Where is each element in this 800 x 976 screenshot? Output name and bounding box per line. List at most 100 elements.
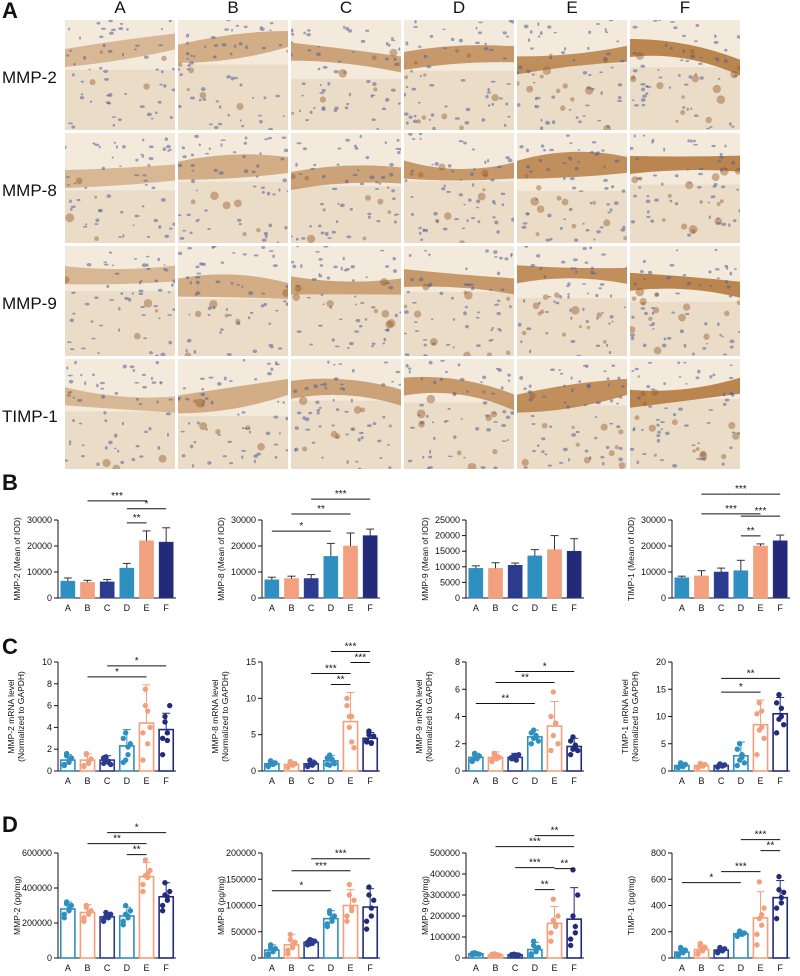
data-point	[326, 910, 333, 917]
y-tick-label: 600000	[22, 848, 52, 858]
bar	[158, 728, 175, 772]
bar	[527, 555, 543, 599]
data-point	[159, 751, 166, 758]
data-point	[736, 741, 743, 747]
data-point	[736, 757, 743, 763]
y-tick-label: 0	[661, 766, 666, 776]
x-tick-label: F	[367, 603, 373, 613]
x-tick-label: B	[84, 963, 90, 973]
micrograph-tile	[404, 359, 514, 469]
data-point	[164, 894, 171, 900]
x-tick-label: B	[492, 963, 498, 973]
x-tick-label: E	[757, 603, 763, 613]
x-tick-label: E	[757, 963, 763, 973]
significance-label: ***	[335, 489, 347, 500]
data-point	[324, 755, 330, 761]
data-point	[285, 763, 291, 770]
data-point	[351, 897, 357, 903]
bar	[99, 581, 115, 599]
data-point	[781, 889, 787, 896]
y-tick-label: 500000	[430, 848, 460, 858]
significance-label: ***	[755, 830, 767, 841]
data-point	[326, 762, 333, 768]
grid-column-header: B	[227, 0, 239, 17]
y-tick-label: 8	[47, 679, 52, 689]
data-point	[550, 732, 557, 739]
y-tick-label: 15000	[435, 546, 460, 556]
y-tick-label: 200000	[22, 918, 52, 928]
data-point	[548, 930, 554, 936]
grid-row-label: MMP-2	[2, 68, 57, 87]
data-point	[346, 892, 353, 898]
micrograph-tile	[404, 20, 514, 130]
data-point	[346, 881, 353, 888]
y-tick-label: 0	[661, 953, 666, 963]
y-tick-label: 8	[455, 657, 460, 667]
data-point	[142, 686, 149, 692]
data-point	[159, 735, 166, 741]
y-tick-label: 400000	[430, 869, 460, 879]
micrograph-tile	[65, 359, 175, 469]
micrograph-tile	[517, 133, 627, 243]
y-axis-label: (Normalized to GAPDH)	[630, 671, 640, 762]
y-axis-label: MMP-8 mRNA level	[210, 679, 220, 753]
y-tick-label: 0	[251, 953, 256, 963]
micrograph-tile	[630, 133, 740, 243]
x-tick-label: B	[84, 603, 90, 613]
x-tick-label: B	[492, 603, 498, 613]
y-axis-label: MMP-2 mRNA level	[6, 679, 16, 753]
x-tick-label: F	[367, 963, 373, 973]
data-point	[734, 746, 740, 752]
data-point	[167, 702, 173, 709]
significance-label: ***	[735, 862, 747, 873]
data-point	[570, 746, 576, 752]
data-point	[140, 881, 146, 888]
y-tick-label: 15	[656, 684, 666, 694]
significance-label: *	[135, 656, 139, 667]
y-tick-label: 10000	[641, 567, 666, 577]
micrograph-tile	[178, 20, 288, 130]
x-tick-label: E	[757, 776, 763, 786]
y-tick-label: 0	[47, 593, 52, 603]
data-point	[567, 738, 574, 744]
x-tick-label: C	[718, 603, 725, 613]
data-point	[773, 730, 780, 736]
data-point	[122, 757, 129, 763]
significance-label: ***	[354, 653, 366, 664]
bar-chart: 0 10000 20000 30000 MMP-8 (Mean of IOD) A B C D E…	[216, 489, 380, 613]
y-tick-label: 10000	[27, 567, 52, 577]
y-tick-label: 100000	[430, 932, 460, 942]
y-tick-label: 30000	[27, 515, 52, 525]
data-point	[552, 921, 559, 928]
significance-label: ***	[335, 849, 347, 860]
y-tick-label: 0	[661, 593, 666, 603]
data-point	[719, 762, 726, 769]
data-point	[474, 951, 480, 957]
y-tick-label: 2	[47, 744, 52, 754]
data-point	[756, 727, 763, 733]
x-tick-label: D	[328, 603, 335, 613]
x-tick-label: E	[143, 603, 149, 613]
y-tick-label: 6	[47, 701, 52, 711]
significance-label: **	[337, 675, 345, 686]
x-tick-label: C	[308, 963, 315, 973]
y-tick-label: 5000	[440, 577, 460, 587]
y-tick-label: 6	[455, 684, 460, 694]
data-point	[758, 922, 765, 928]
data-point	[741, 760, 748, 766]
bar	[80, 582, 95, 599]
data-point	[550, 689, 557, 695]
significance-label: **	[501, 694, 509, 705]
significance-label: **	[133, 845, 141, 856]
data-point	[85, 758, 92, 764]
data-point	[675, 764, 681, 770]
data-point	[572, 742, 579, 748]
y-tick-label: 300000	[430, 890, 460, 900]
data-point	[530, 942, 537, 949]
x-tick-label: A	[65, 603, 71, 613]
significance-label: *	[709, 873, 713, 884]
data-point	[773, 700, 780, 706]
data-point	[528, 951, 534, 957]
data-point	[289, 761, 296, 768]
